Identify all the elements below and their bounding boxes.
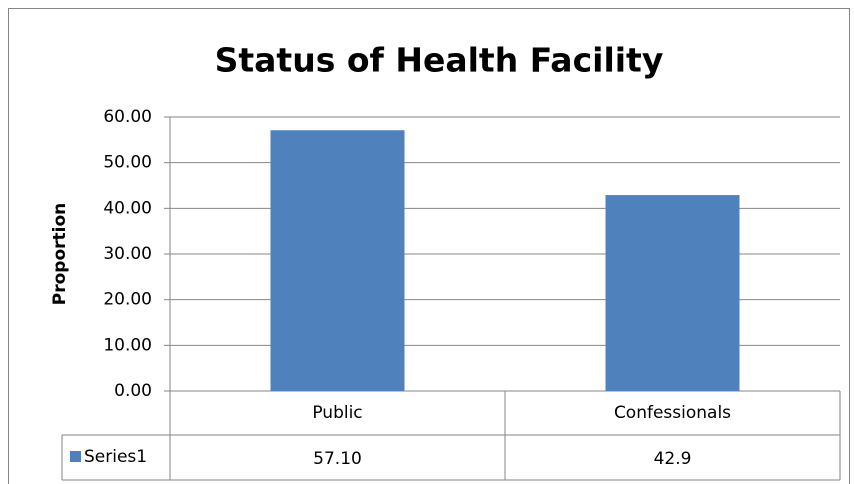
y-axis-label: Proportion <box>50 203 70 306</box>
chart-title: Status of Health Facility <box>215 41 664 80</box>
y-tick-label: 20.00 <box>103 290 152 310</box>
x-tick-label: Public <box>312 403 362 423</box>
x-tick-label: Confessionals <box>614 403 731 423</box>
legend-label: Series1 <box>84 447 147 467</box>
table-value: 57.10 <box>313 449 362 469</box>
bar <box>270 130 405 391</box>
y-tick-label: 60.00 <box>103 107 152 127</box>
y-tick-label: 10.00 <box>103 335 152 355</box>
y-tick-label: 50.00 <box>103 153 152 173</box>
y-tick-label: 40.00 <box>103 198 152 218</box>
legend-swatch <box>70 451 81 462</box>
bar <box>605 195 740 391</box>
y-tick-label: 0.00 <box>114 381 152 401</box>
y-tick-label: 30.00 <box>103 244 152 264</box>
table-value: 42.9 <box>654 449 692 469</box>
